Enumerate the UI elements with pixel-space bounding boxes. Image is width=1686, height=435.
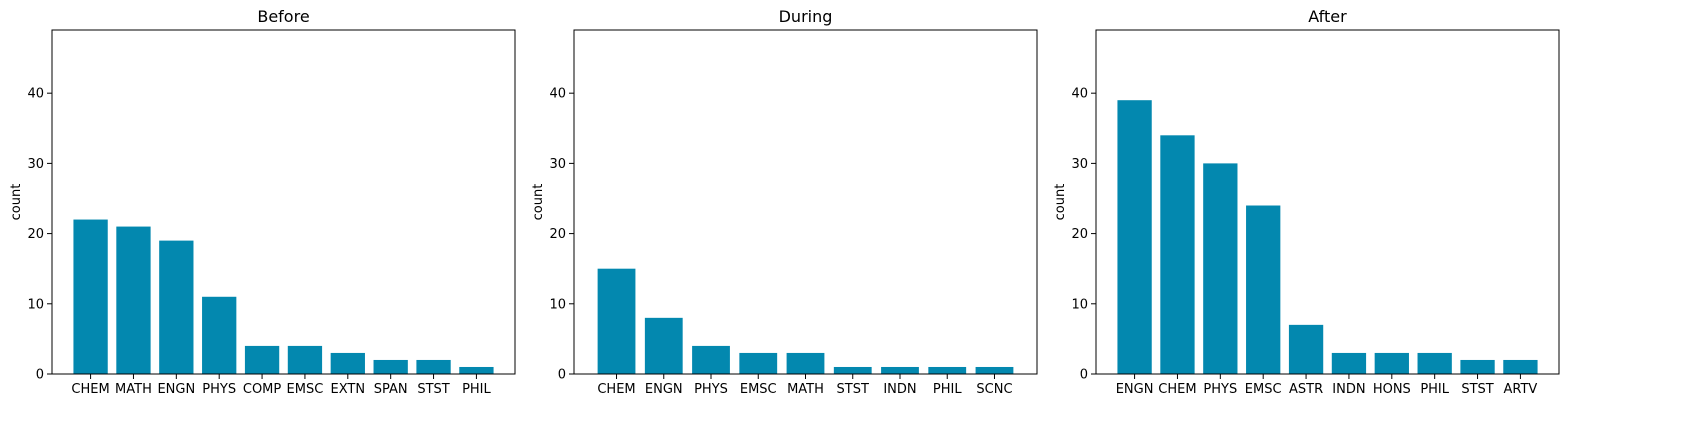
x-tick-label: INDN	[883, 382, 916, 397]
bar-phil	[1417, 352, 1452, 374]
x-tick-label: SPAN	[374, 382, 408, 397]
bar-emsc	[1246, 205, 1281, 374]
bar-indn	[1331, 352, 1367, 374]
y-axis-label: count	[531, 184, 546, 221]
bar-math	[786, 352, 825, 374]
x-tick-label: EMSC	[1245, 382, 1282, 397]
bar-phys	[202, 296, 237, 374]
y-tick-label: 0	[1080, 368, 1088, 383]
x-tick-label: PHIL	[1420, 382, 1449, 397]
x-tick-label: PHYS	[1203, 382, 1237, 397]
bar-phys	[692, 345, 730, 374]
chart-panel-2: 0 10 20 30 40 ENGN CHEM PHYS EMSC ASTR INDN HONS PHI…	[1053, 7, 1560, 397]
y-tick-label: 10	[1071, 297, 1088, 312]
y-tick-label: 40	[549, 87, 566, 102]
x-tick-label: EXTN	[331, 382, 366, 397]
x-tick-label: PHIL	[462, 382, 491, 397]
x-tick-label: EMSC	[287, 382, 324, 397]
plot-frame	[573, 29, 1038, 375]
bar-scnc	[975, 366, 1014, 374]
chart-title: After	[1308, 7, 1347, 26]
bar-stst	[416, 359, 451, 374]
x-tick-label: HONS	[1373, 382, 1411, 397]
x-tick-label: CHEM	[1158, 382, 1196, 397]
y-tick-label: 0	[558, 368, 566, 383]
bar-emsc	[739, 352, 778, 374]
y-tick-label: 20	[27, 227, 44, 242]
plot-frame	[1095, 29, 1560, 375]
bar-span	[373, 359, 408, 374]
bar-indn	[881, 366, 919, 374]
y-tick-label: 20	[549, 227, 566, 242]
bar-chem	[73, 219, 108, 374]
bar-emsc	[287, 345, 323, 374]
bar-artv	[1503, 359, 1538, 374]
y-tick-label: 10	[549, 297, 566, 312]
chart-title: During	[779, 7, 833, 26]
x-tick-label: INDN	[1332, 382, 1365, 397]
y-axis-label: count	[9, 184, 24, 221]
y-tick-label: 30	[27, 157, 44, 172]
bar-engn	[159, 240, 194, 374]
bar-stst	[1460, 359, 1495, 374]
x-tick-label: CHEM	[71, 382, 109, 397]
bar-engn	[1117, 100, 1152, 374]
chart-panel-0: 0 10 20 30 40 CHEM MATH ENGN PHYS COMP EMSC EXTN SPA…	[9, 7, 516, 397]
bar-astr	[1288, 324, 1324, 374]
y-tick-label: 10	[27, 297, 44, 312]
x-tick-label: ENGN	[1116, 382, 1154, 397]
x-tick-label: MATH	[115, 382, 152, 397]
bar-phil	[459, 366, 494, 374]
y-tick-label: 40	[1071, 87, 1088, 102]
y-tick-label: 20	[1071, 227, 1088, 242]
x-tick-label: ENGN	[645, 382, 683, 397]
bar-chem	[1160, 135, 1195, 374]
bar-stst	[833, 366, 872, 374]
bar-chem	[597, 268, 636, 374]
x-tick-label: COMP	[243, 382, 282, 397]
bar-comp	[244, 345, 280, 374]
x-tick-label: ASTR	[1289, 382, 1323, 397]
x-tick-label: MATH	[787, 382, 824, 397]
x-tick-label: ARTV	[1504, 382, 1538, 397]
plot-frame	[51, 29, 516, 375]
x-tick-label: PHIL	[933, 382, 962, 397]
x-tick-label: ENGN	[157, 382, 195, 397]
chart-panel-1: 0 10 20 30 40 CHEM ENGN PHYS EMSC MATH STST INDN PHI…	[531, 7, 1038, 397]
bar-math	[116, 226, 151, 374]
y-tick-label: 30	[1071, 157, 1088, 172]
bar-hons	[1374, 352, 1409, 374]
bar-engn	[644, 317, 683, 374]
bar-phys	[1203, 163, 1238, 374]
y-tick-label: 40	[27, 87, 44, 102]
y-tick-label: 30	[549, 157, 566, 172]
y-tick-label: 0	[36, 368, 44, 383]
bar-phil	[928, 366, 967, 374]
y-axis-label: count	[1053, 184, 1068, 221]
x-tick-label: STST	[1461, 382, 1493, 397]
x-tick-label: PHYS	[694, 382, 728, 397]
x-tick-label: STST	[417, 382, 449, 397]
x-tick-label: PHYS	[202, 382, 236, 397]
x-tick-label: STST	[837, 382, 869, 397]
bar-extn	[330, 352, 365, 374]
chart-title: Before	[257, 7, 309, 26]
x-tick-label: EMSC	[740, 382, 777, 397]
x-tick-label: SCNC	[976, 382, 1012, 397]
x-tick-label: CHEM	[597, 382, 635, 397]
